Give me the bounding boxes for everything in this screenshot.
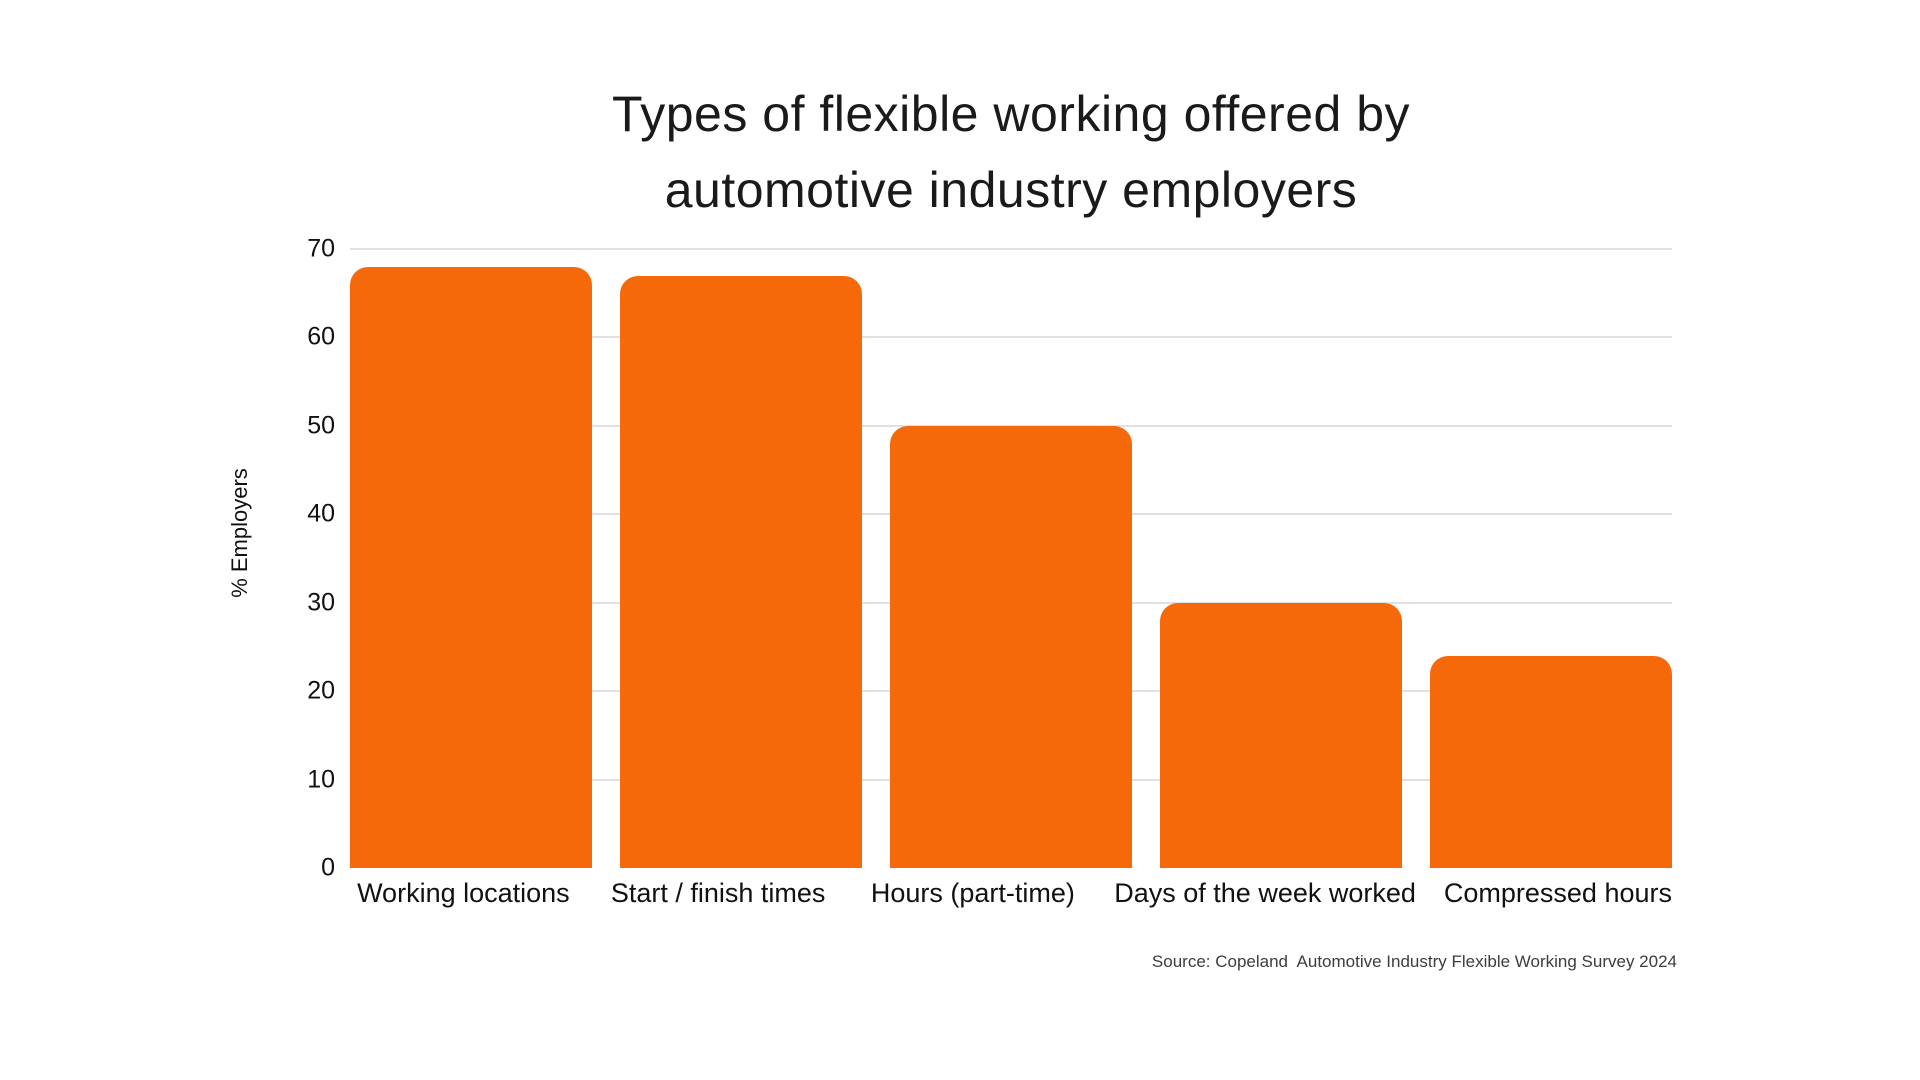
- y-tick-label: 60: [307, 322, 335, 351]
- chart-title-line-1: Types of flexible working offered by: [611, 86, 1411, 142]
- y-tick-label: 50: [307, 411, 335, 440]
- x-category-label: Start / finish times: [610, 878, 826, 908]
- gridline: [350, 336, 1672, 339]
- x-category-label: Days of the week worked: [1114, 878, 1416, 908]
- chart-title-line-2: automotive industry employers: [664, 162, 1358, 218]
- bar-days-of-the-week-worked: [1160, 602, 1402, 868]
- plot-area: [350, 248, 1672, 868]
- chart-title: Types of flexible working offered by aut…: [350, 76, 1672, 228]
- bar-compressed-hours: [1430, 655, 1672, 868]
- y-tick-label: 10: [307, 765, 335, 794]
- y-tick-label: 70: [307, 234, 335, 263]
- y-tick-labels: 0 10 20 30 40 50 60 70: [0, 236, 335, 880]
- bar-working-locations: [350, 266, 592, 868]
- bar-start-finish-times: [620, 275, 862, 868]
- gridline: [350, 248, 1672, 250]
- y-tick-label: 30: [307, 588, 335, 617]
- bars-layer: [350, 249, 1672, 868]
- source-note: Source: Copeland Automotive Industry Fle…: [1151, 952, 1677, 971]
- x-category-label: Working locations: [357, 878, 570, 908]
- bar-hours-part-time: [890, 425, 1132, 868]
- x-labels-row: Working locations Start / finish times Hou…: [350, 878, 1672, 909]
- x-category-label: Compressed hours: [1443, 878, 1672, 908]
- y-tick-label: 0: [321, 853, 335, 882]
- y-tick-label: 20: [307, 676, 335, 705]
- x-category-label: Hours (part-time): [870, 878, 1075, 908]
- y-tick-label: 40: [307, 499, 335, 528]
